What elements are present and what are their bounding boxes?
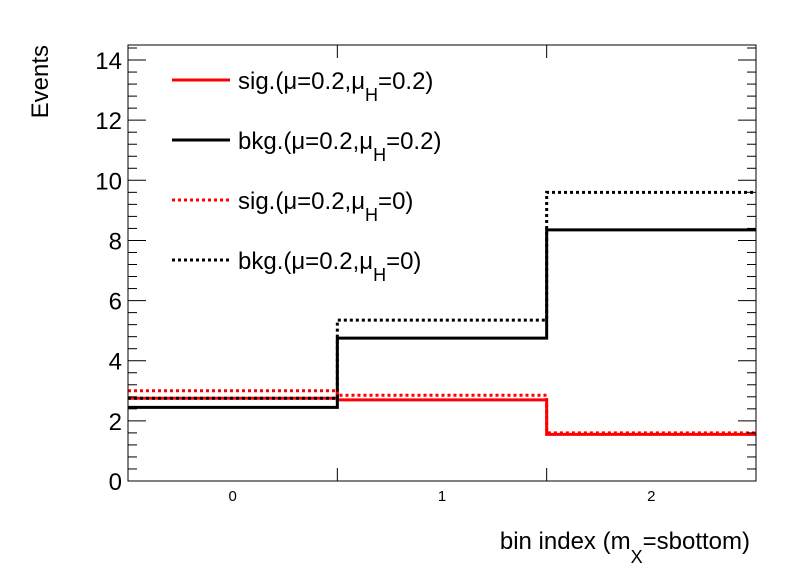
legend: sig.(μ=0.2,μH=0.2) bkg.(μ=0.2,μH=0.2) sig.… (172, 68, 441, 285)
legend-label-2: sig.(μ=0.2,μH=0) (238, 188, 413, 225)
y-tick-label: 12 (95, 108, 122, 135)
legend-label-1: bkg.(μ=0.2,μH=0.2) (238, 128, 441, 165)
x-tick-label: 2 (647, 488, 655, 505)
series-line-1 (128, 228, 756, 409)
x-tick-label: 1 (438, 488, 446, 505)
legend-label-0: sig.(μ=0.2,μH=0.2) (238, 68, 433, 105)
x-tick-label: 0 (228, 488, 236, 505)
series-layer (128, 190, 756, 436)
y-tick-label: 8 (109, 228, 122, 255)
y-tick-label: 14 (95, 48, 122, 75)
y-tick-label: 4 (109, 349, 122, 376)
y-tick-label: 2 (109, 409, 122, 436)
series-line-3 (128, 190, 756, 400)
y-tick-label: 10 (95, 168, 122, 195)
y-tick-label: 0 (109, 469, 122, 496)
series-line-2 (128, 389, 756, 435)
x-axis-title: bin index (mX=sbottom) (500, 528, 750, 567)
y-tick-label: 6 (109, 289, 122, 316)
y-axis-title: Events (27, 45, 54, 118)
ticks-layer (128, 45, 756, 482)
legend-label-3: bkg.(μ=0.2,μH=0) (238, 248, 421, 285)
plot-frame (127, 44, 757, 482)
